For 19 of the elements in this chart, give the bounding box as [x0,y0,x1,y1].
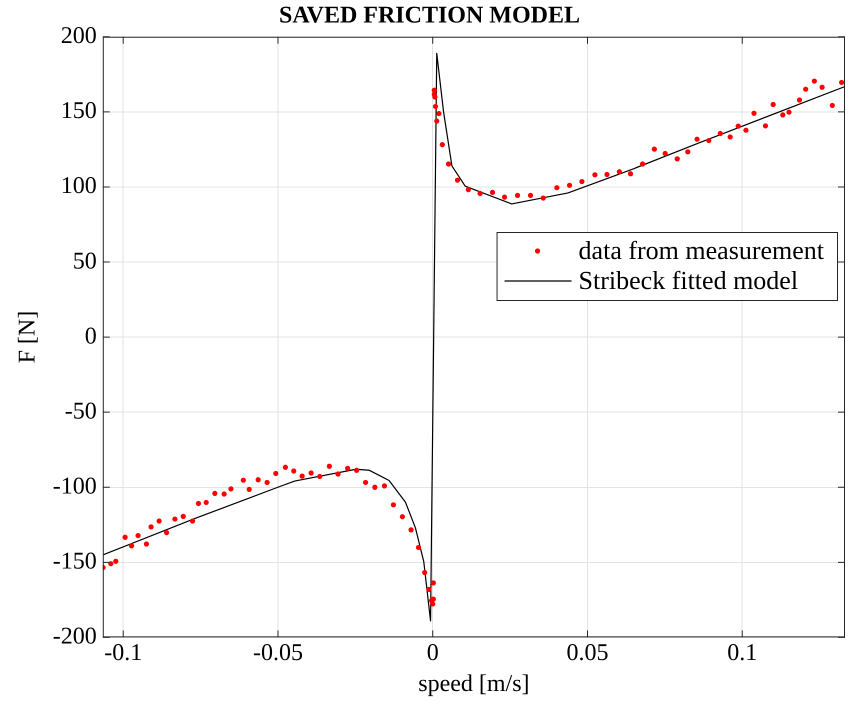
y-tick-label: -50 [64,398,97,424]
y-tick-label: 200 [60,23,97,50]
y-tick-label: 100 [60,173,97,200]
y-axis-title: F [N] [14,310,41,364]
x-tick-label: 0 [426,640,439,666]
x-axis-title: speed [m/s] [418,670,530,697]
y-tick-label: -150 [52,548,97,575]
y-tick-label: 0 [84,323,97,350]
y-tick-label: -200 [52,624,97,650]
x-tick-label: 0.05 [566,640,608,666]
legend-label: Stribeck fitted model [578,266,798,295]
legend-label: data from measurement [578,236,825,265]
y-tick-label: 150 [60,98,97,124]
y-tick-label: -100 [52,474,97,500]
x-tick-label: -0.1 [104,640,142,666]
chart-title: SAVED FRICTION MODEL [279,2,580,29]
y-tick-label: 50 [72,248,97,274]
x-tick-label: -0.05 [252,640,303,666]
x-tick-label: 0.1 [727,640,758,666]
